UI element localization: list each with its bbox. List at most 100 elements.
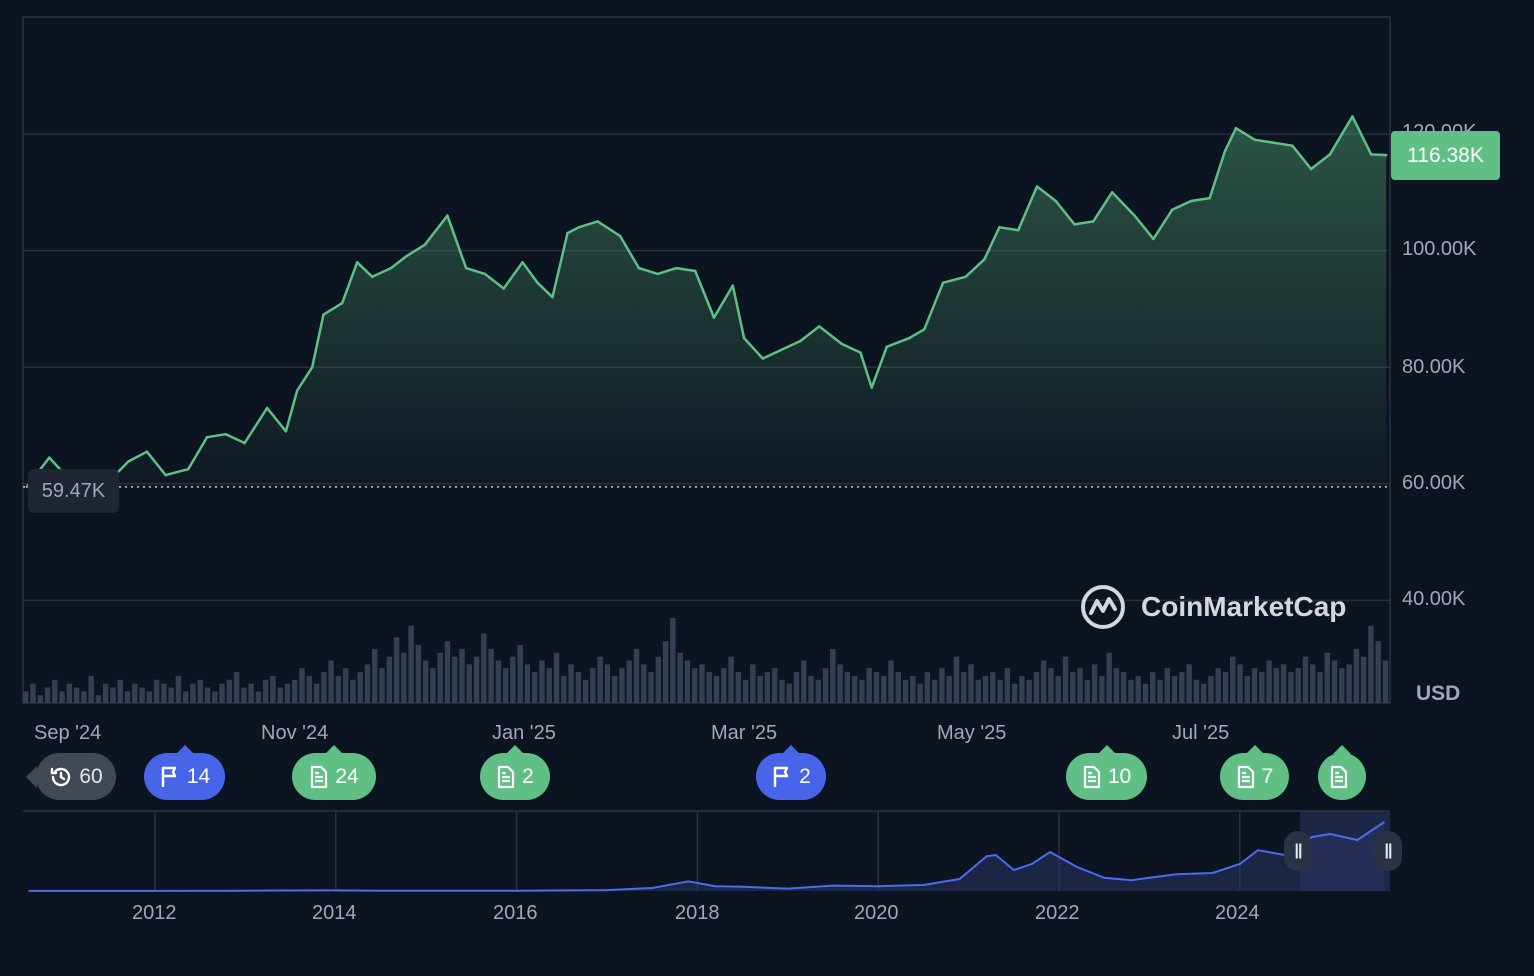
price-line-segment: [1369, 153, 1388, 157]
price-line-segment: [1152, 208, 1174, 241]
price-line-segment: [596, 220, 622, 238]
news-events-button[interactable]: 10: [1066, 745, 1147, 800]
price-line-segment: [618, 234, 641, 270]
volume-bar: [691, 668, 698, 703]
price-line-segment: [389, 255, 408, 270]
volume-bar: [539, 660, 545, 703]
document-icon: [311, 765, 328, 788]
volume-bar: [670, 618, 676, 703]
price-line-segment: [761, 348, 783, 360]
price-line-segment: [712, 284, 735, 319]
volume-bar: [895, 672, 902, 703]
price-line-segment: [284, 389, 299, 433]
news-events-button[interactable]: 7: [1220, 745, 1289, 800]
volume-bar: [277, 687, 283, 703]
price-line-segment: [964, 258, 986, 279]
volume-bar: [1222, 672, 1229, 703]
price-chart[interactable]: [0, 0, 1534, 710]
price-line-segment: [859, 351, 873, 389]
news-events-button[interactable]: [1318, 745, 1366, 800]
volume-bar: [1295, 668, 1301, 703]
volume-bar: [655, 656, 662, 703]
volume-bar: [197, 679, 203, 703]
flag-events-button[interactable]: 2: [756, 745, 826, 800]
volume-bar: [190, 683, 196, 703]
volume-bar: [771, 668, 778, 703]
nav-tick-2014: 2014: [312, 902, 357, 924]
volume-bar: [495, 660, 502, 703]
volume-bar: [481, 633, 487, 703]
price-line-segment: [186, 435, 209, 471]
volume-bar: [30, 683, 36, 703]
x-tick-jul-25: Jul '25: [1172, 722, 1230, 744]
volume-bar: [292, 679, 298, 703]
volume-bar: [713, 675, 720, 703]
price-line-segment: [1189, 196, 1211, 203]
volume-bar: [568, 664, 574, 703]
volume-bar: [1208, 675, 1214, 703]
volume-bar: [386, 656, 393, 703]
volume-bar: [990, 672, 996, 703]
volume-bar: [626, 660, 632, 703]
coinmarketcap-logo-icon: [1081, 585, 1125, 629]
price-line-segment: [322, 301, 344, 316]
volume-bar: [633, 648, 640, 703]
volume-bar: [1164, 668, 1171, 703]
volume-bar: [132, 683, 138, 703]
navigator-chart[interactable]: [0, 805, 1534, 897]
volume-bar: [452, 656, 458, 703]
news-count: 10: [1107, 764, 1132, 788]
y-tick-60k: 60.00K: [1402, 472, 1466, 494]
volume-bar: [1150, 672, 1156, 703]
volume-bar: [946, 675, 952, 703]
volume-bar: [335, 675, 342, 703]
volume-bar: [1244, 675, 1251, 703]
volume-bar: [444, 641, 451, 703]
volume-bar: [960, 672, 967, 703]
range-handle-left[interactable]: ||: [1284, 831, 1312, 871]
price-line-segment: [340, 261, 359, 305]
document-icon: [1237, 765, 1254, 788]
volume-bar: [241, 687, 247, 703]
volume-bar: [1186, 664, 1192, 703]
y-tick-100k: 100.00K: [1402, 238, 1477, 260]
price-line-segment: [1351, 115, 1373, 156]
price-line-segment: [731, 284, 746, 340]
volume-bar: [59, 691, 65, 703]
news-events-button[interactable]: 24: [292, 745, 376, 800]
price-line-segment: [923, 281, 945, 331]
history-icon: [51, 767, 71, 786]
volume-bar: [37, 695, 43, 703]
volume-bar: [924, 672, 931, 703]
volume-bar: [706, 672, 712, 703]
volume-bar: [357, 672, 363, 703]
volume-bar: [881, 675, 887, 703]
navigator-area: [28, 822, 1385, 891]
history-events-button[interactable]: 60: [26, 753, 116, 800]
flag-events-button[interactable]: 14: [144, 745, 225, 800]
price-line-segment: [941, 275, 967, 284]
volume-bar: [750, 664, 756, 703]
volume-bar: [1004, 668, 1011, 703]
price-line-segment: [817, 325, 843, 346]
price-line-segment: [536, 281, 554, 299]
volume-bar: [1266, 660, 1272, 703]
volume-bar: [779, 679, 785, 703]
range-handle-right[interactable]: ||: [1374, 831, 1402, 871]
logo-text: CoinMarketCap: [1141, 591, 1347, 622]
volume-bar: [342, 668, 349, 703]
price-line-segment: [693, 269, 716, 319]
price-line-segment: [983, 226, 1001, 261]
volume-bar: [619, 668, 625, 703]
volume-bar: [553, 652, 560, 703]
price-line-segment: [243, 406, 269, 445]
volume-bar: [1026, 679, 1032, 703]
price-line-segment: [224, 432, 246, 445]
price-line-segment: [1328, 115, 1354, 156]
volume-bar: [328, 660, 334, 703]
volume-bar: [161, 683, 167, 703]
volume-bar: [735, 672, 742, 703]
price-line-segment: [1208, 150, 1227, 200]
price-line-segment: [310, 313, 325, 369]
news-events-button[interactable]: 2: [480, 745, 550, 800]
